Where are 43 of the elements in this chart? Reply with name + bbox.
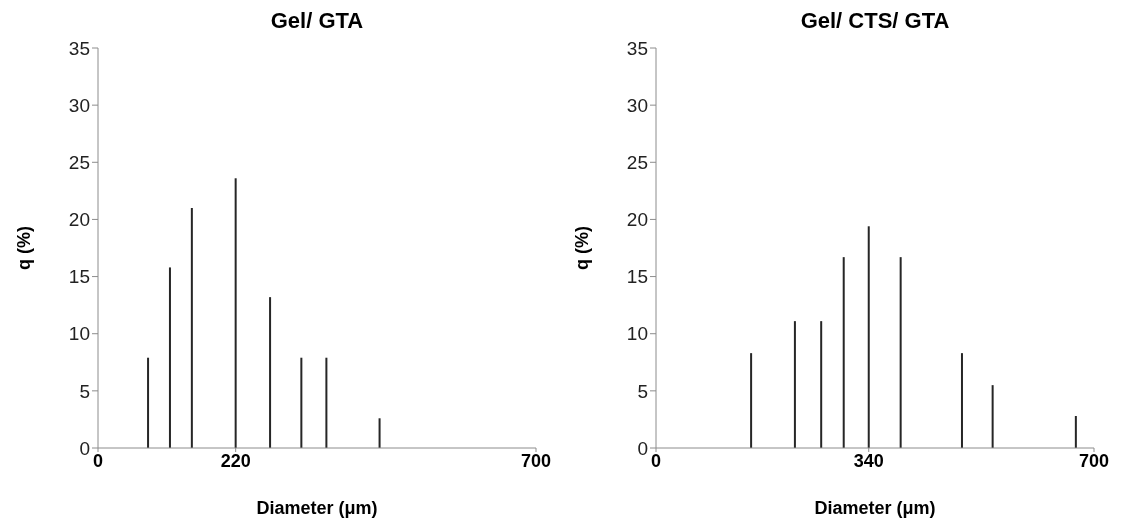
bar xyxy=(793,321,796,448)
chart-title: Gel/ CTS/ GTA xyxy=(800,8,950,33)
bar xyxy=(1074,416,1077,448)
x-axis-title: Diameter (μm) xyxy=(814,498,936,518)
y-tick-label: 20 xyxy=(68,209,90,231)
bar xyxy=(234,178,237,448)
bar xyxy=(960,353,963,448)
y-tick-label: 10 xyxy=(68,323,90,345)
y-tick-label: 30 xyxy=(68,94,90,116)
bar xyxy=(325,357,328,448)
y-tick-label: 20 xyxy=(626,209,648,231)
x-tick-label: 220 xyxy=(220,450,251,471)
y-tick-label: 10 xyxy=(626,323,648,345)
y-tick-label: 25 xyxy=(626,152,648,174)
x-tick-label: 0 xyxy=(650,450,662,471)
bar xyxy=(168,267,171,448)
bar xyxy=(190,208,193,448)
bar xyxy=(147,357,150,448)
y-axis-title: q (%) xyxy=(14,226,35,270)
y-tick-label: 5 xyxy=(637,380,648,402)
y-tick-label: 25 xyxy=(68,152,90,174)
x-tick-label: 0 xyxy=(92,450,104,471)
bar xyxy=(991,385,994,448)
y-tick-label: 15 xyxy=(626,266,648,288)
bar xyxy=(820,321,823,448)
x-tick-label: 340 xyxy=(853,450,884,471)
chart-title: Gel/ GTA xyxy=(270,8,364,33)
y-axis-title: q (%) xyxy=(572,226,593,270)
bar xyxy=(750,353,753,448)
bar xyxy=(300,357,303,448)
x-tick-label: 700 xyxy=(520,450,552,471)
y-tick-label: 5 xyxy=(79,380,90,402)
bar xyxy=(867,226,870,448)
y-tick-label: 35 xyxy=(68,37,90,59)
y-tick-label: 35 xyxy=(626,37,648,59)
y-tick-label: 30 xyxy=(626,94,648,116)
bar xyxy=(842,257,845,448)
y-tick-label: 15 xyxy=(68,266,90,288)
x-tick-label: 700 xyxy=(1078,450,1110,471)
bar xyxy=(899,257,902,448)
bar xyxy=(378,418,381,448)
x-axis-title: Diameter (μm) xyxy=(256,498,378,518)
bar xyxy=(269,297,272,448)
